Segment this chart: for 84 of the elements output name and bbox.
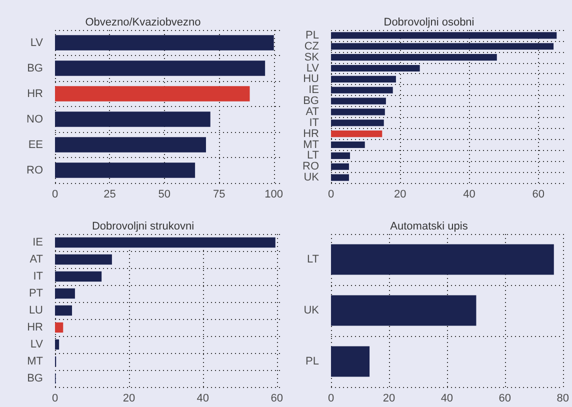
bar	[331, 54, 497, 61]
chart-title: Dobrovoljni osobni	[384, 16, 474, 28]
y-tick-label: AT	[30, 254, 44, 266]
y-tick-label: IE	[308, 84, 319, 96]
y-tick-label: PL	[306, 29, 319, 42]
y-tick-label: EE	[28, 138, 43, 151]
bar	[55, 112, 210, 127]
bar	[331, 152, 350, 159]
x-tick-label: 40	[463, 188, 476, 200]
bar	[55, 339, 60, 350]
y-tick-label: NO	[26, 113, 44, 126]
y-tick-label: HR	[303, 128, 320, 140]
chart-title: Obvezno/Kvaziobvezno	[85, 16, 201, 28]
bar	[331, 64, 420, 72]
y-tick-label: UK	[304, 304, 320, 316]
y-tick-label: LV	[306, 62, 320, 74]
x-tick-label: 20	[394, 188, 406, 200]
chart-title: Automatski upis	[390, 220, 468, 232]
x-tick-label: 60	[270, 392, 284, 404]
y-tick-label: IT	[309, 116, 320, 129]
y-tick-label: IE	[32, 236, 43, 248]
bar	[331, 120, 384, 126]
y-tick-label: AT	[306, 106, 320, 118]
y-tick-label: LV	[30, 338, 44, 350]
bar	[55, 86, 250, 102]
x-tick-label: 0	[328, 392, 334, 404]
y-tick-label: BG	[27, 62, 43, 74]
y-tick-label: BG	[27, 372, 43, 384]
bar	[55, 305, 72, 316]
x-tick-label: 75	[212, 188, 226, 200]
x-tick-label: 60	[498, 392, 512, 404]
y-tick-label: RO	[26, 164, 44, 176]
y-tick-label: HU	[303, 73, 320, 86]
x-tick-label: 25	[104, 188, 116, 200]
bar	[331, 86, 393, 94]
bar	[55, 137, 206, 152]
bar	[331, 108, 385, 116]
y-tick-label: PT	[28, 288, 44, 300]
y-tick-label: LU	[28, 304, 44, 316]
bar	[55, 254, 112, 265]
bar	[55, 322, 64, 333]
bar	[331, 295, 476, 326]
x-tick-label: 40	[440, 392, 454, 404]
y-tick-label: HR	[27, 322, 44, 334]
bar	[331, 76, 396, 82]
y-tick-label: HR	[27, 88, 44, 100]
bar	[331, 130, 382, 138]
bar	[55, 288, 75, 299]
chart-title: Dobrovoljni strukovni	[92, 220, 194, 232]
y-tick-label: BG	[303, 95, 319, 108]
y-tick-label: LT	[306, 254, 320, 266]
y-tick-label: RO	[302, 160, 320, 173]
x-tick-label: 80	[556, 392, 570, 404]
bar	[331, 141, 365, 148]
bar	[55, 271, 102, 282]
bar	[331, 244, 554, 275]
x-tick-label: 60	[532, 188, 544, 200]
y-tick-label: LV	[30, 36, 44, 49]
bar	[55, 237, 276, 248]
y-tick-label: MT	[27, 356, 44, 368]
y-tick-label: LT	[306, 150, 320, 162]
y-tick-label: PL	[306, 356, 319, 368]
bar	[331, 98, 386, 104]
y-tick-label: IT	[33, 270, 44, 282]
bar	[331, 174, 349, 181]
x-tick-label: 100	[264, 188, 284, 200]
bar	[331, 43, 554, 50]
bar	[331, 163, 349, 170]
x-tick-label: 50	[158, 188, 171, 200]
bar	[55, 162, 196, 178]
y-tick-label: CZ	[304, 40, 320, 52]
x-tick-label: 20	[382, 392, 396, 404]
bar	[55, 35, 274, 50]
x-tick-label: 20	[122, 392, 136, 404]
y-tick-label: UK	[304, 172, 320, 184]
y-tick-label: MT	[303, 138, 320, 151]
y-tick-label: SK	[304, 51, 320, 64]
x-tick-label: 0	[52, 188, 58, 200]
bar	[331, 32, 557, 39]
x-tick-label: 0	[328, 188, 334, 200]
x-tick-label: 0	[52, 392, 58, 404]
bar	[55, 60, 266, 76]
x-tick-label: 40	[196, 392, 210, 404]
bar	[331, 346, 370, 377]
